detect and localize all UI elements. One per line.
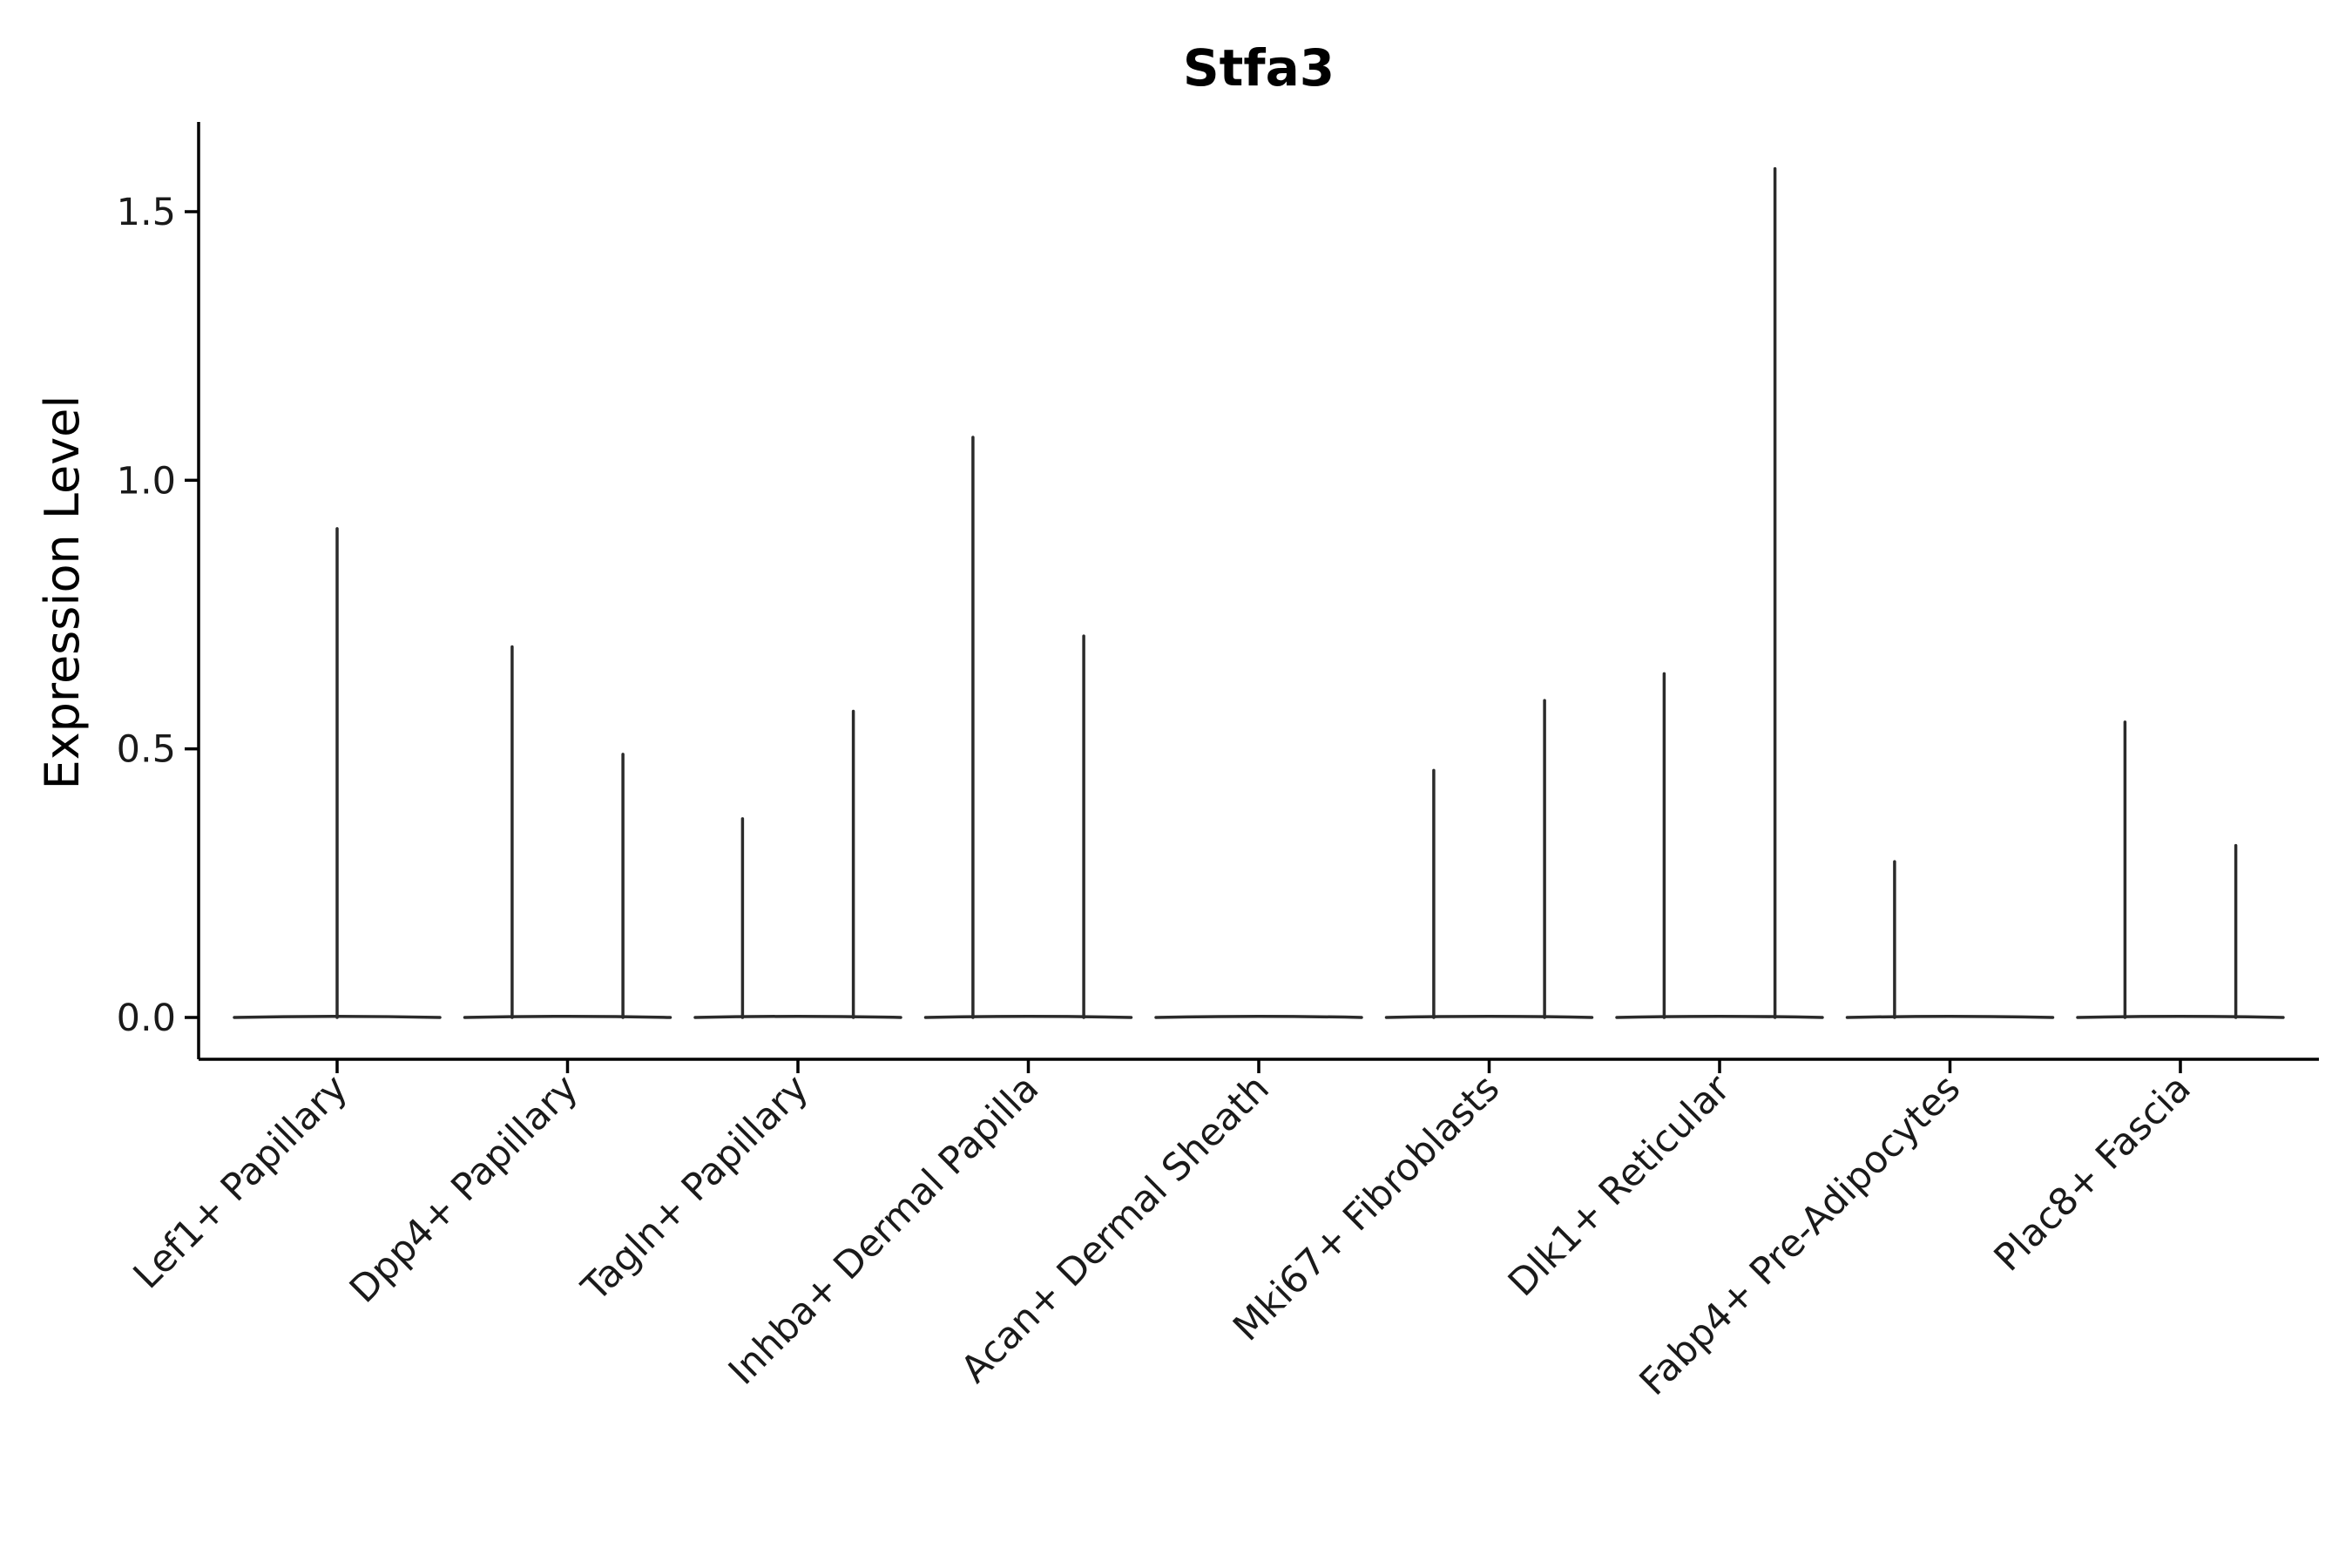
violin-6 <box>1384 699 1594 1019</box>
y-tick-label: 1.5 <box>117 191 176 234</box>
chart-title: Stfa3 <box>1183 38 1335 98</box>
violins-group <box>233 166 2285 1019</box>
x-tick-label: Dpp4+ Papillary <box>341 1066 586 1311</box>
y-tick-label: 1.0 <box>117 459 176 503</box>
x-tick-label: Dlk1+ Reticular <box>1500 1066 1739 1305</box>
violin-8 <box>1845 860 2055 1019</box>
violin-7 <box>1615 166 1824 1019</box>
violin-3 <box>693 709 902 1019</box>
x-tick-label: Tagln+ Papillary <box>573 1066 817 1310</box>
x-tick-label: Lef1+ Papillary <box>125 1066 356 1297</box>
x-tick-label: Plac8+ Fascia <box>1986 1066 2200 1280</box>
y-axis-title: Expression Level <box>35 395 90 790</box>
y-tick-label: 0.0 <box>117 997 176 1040</box>
x-tick-label: Mki67+ Fibroblasts <box>1225 1066 1508 1349</box>
violin-9 <box>2076 720 2285 1019</box>
violin-4 <box>923 436 1133 1019</box>
y-axis-ticks: 0.0 0.5 1.0 1.5 <box>117 191 199 1040</box>
y-tick-label: 0.5 <box>117 728 176 772</box>
violin-1 <box>233 527 442 1019</box>
violin-2 <box>463 645 672 1019</box>
